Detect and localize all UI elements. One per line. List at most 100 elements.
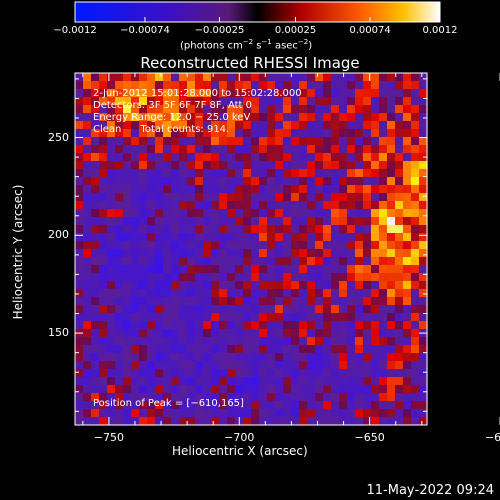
heatmap-cell: [187, 97, 196, 106]
heatmap-cell: [339, 137, 348, 146]
heatmap-cell: [187, 353, 196, 362]
heatmap-cell: [235, 321, 244, 330]
heatmap-cell: [395, 377, 404, 386]
heatmap-cell: [251, 385, 260, 394]
heatmap-cell: [195, 313, 204, 322]
heatmap-cell: [387, 161, 396, 170]
heatmap-cell: [403, 161, 412, 170]
heatmap-cell: [307, 161, 316, 170]
heatmap-cell: [299, 273, 308, 282]
heatmap-cell: [275, 313, 284, 322]
heatmap-cell: [123, 281, 132, 290]
heatmap-cell: [171, 185, 180, 194]
heatmap-cell: [227, 137, 236, 146]
heatmap-cell: [115, 89, 124, 98]
heatmap-cell: [187, 169, 196, 178]
heatmap-cell: [379, 329, 388, 338]
heatmap-cell: [419, 129, 428, 138]
heatmap-cell: [251, 337, 260, 346]
heatmap-cell: [107, 353, 116, 362]
heatmap-cell: [131, 249, 140, 258]
heatmap-cell: [283, 89, 292, 98]
heatmap-cell: [267, 193, 276, 202]
heatmap-cell: [315, 305, 324, 314]
heatmap-cell: [227, 161, 236, 170]
heatmap-cell: [211, 305, 220, 314]
heatmap-cell: [115, 161, 124, 170]
heatmap-cell: [139, 289, 148, 298]
heatmap-cell: [411, 113, 420, 122]
heatmap-cell: [387, 281, 396, 290]
heatmap-cell: [107, 305, 116, 314]
heatmap-cell: [347, 305, 356, 314]
heatmap-cell: [83, 121, 92, 130]
heatmap-cell: [147, 225, 156, 234]
heatmap-cell: [83, 209, 92, 218]
heatmap-cell: [331, 289, 340, 298]
heatmap-cell: [307, 145, 316, 154]
heatmap-cell: [419, 241, 428, 250]
heatmap-cell: [91, 73, 100, 82]
heatmap-cell: [243, 105, 252, 114]
heatmap-cell: [251, 257, 260, 266]
heatmap-cell: [83, 361, 92, 370]
heatmap-cell: [275, 297, 284, 306]
x-tick-label: −600: [484, 431, 500, 444]
heatmap-cell: [251, 89, 260, 98]
heatmap-cell: [115, 385, 124, 394]
heatmap-cell: [203, 393, 212, 402]
heatmap-cell: [107, 241, 116, 250]
heatmap-cell: [387, 329, 396, 338]
heatmap-cell: [403, 209, 412, 218]
heatmap-cell: [203, 73, 212, 82]
heatmap-cell: [187, 225, 196, 234]
heatmap-cell: [115, 409, 124, 418]
heatmap-cell: [219, 409, 228, 418]
heatmap-cell: [251, 313, 260, 322]
heatmap-cell: [155, 273, 164, 282]
heatmap-cell: [251, 169, 260, 178]
heatmap-cell: [251, 201, 260, 210]
heatmap-cell: [107, 385, 116, 394]
heatmap-cell: [355, 329, 364, 338]
heatmap-cell: [403, 201, 412, 210]
heatmap-cell: [307, 417, 316, 426]
heatmap-cell: [203, 417, 212, 426]
heatmap-cell: [203, 385, 212, 394]
heatmap-cell: [267, 353, 276, 362]
heatmap-cell: [259, 137, 268, 146]
heatmap-cell: [83, 265, 92, 274]
axis-ticks: [75, 73, 500, 425]
heatmap-cell: [283, 321, 292, 330]
heatmap-cell: [371, 209, 380, 218]
heatmap-cell: [403, 97, 412, 106]
heatmap-cell: [291, 401, 300, 410]
heatmap-cell: [387, 249, 396, 258]
heatmap-cell: [323, 233, 332, 242]
heatmap-cell: [267, 369, 276, 378]
unit-text: asec: [271, 40, 298, 52]
heatmap-cell: [203, 345, 212, 354]
heatmap-cell: [355, 401, 364, 410]
heatmap-cell: [315, 313, 324, 322]
heatmap-cell: [139, 209, 148, 218]
heatmap-cell: [179, 201, 188, 210]
heatmap-cell: [291, 137, 300, 146]
heatmap-cell: [395, 249, 404, 258]
heatmap-cell: [155, 417, 164, 426]
heatmap-cell: [299, 353, 308, 362]
heatmap-cell: [171, 233, 180, 242]
heatmap-cell: [315, 377, 324, 386]
heatmap-cell: [179, 377, 188, 386]
heatmap-cell: [275, 393, 284, 402]
heatmap-cell: [323, 249, 332, 258]
heatmap-cell: [219, 265, 228, 274]
heatmap-cell: [235, 353, 244, 362]
heatmap-cell: [275, 369, 284, 378]
heatmap-cell: [155, 321, 164, 330]
heatmap-cell: [203, 113, 212, 122]
heatmap-cell: [139, 385, 148, 394]
heatmap-cell: [163, 297, 172, 306]
heatmap-cell: [339, 377, 348, 386]
heatmap-cell: [203, 129, 212, 138]
